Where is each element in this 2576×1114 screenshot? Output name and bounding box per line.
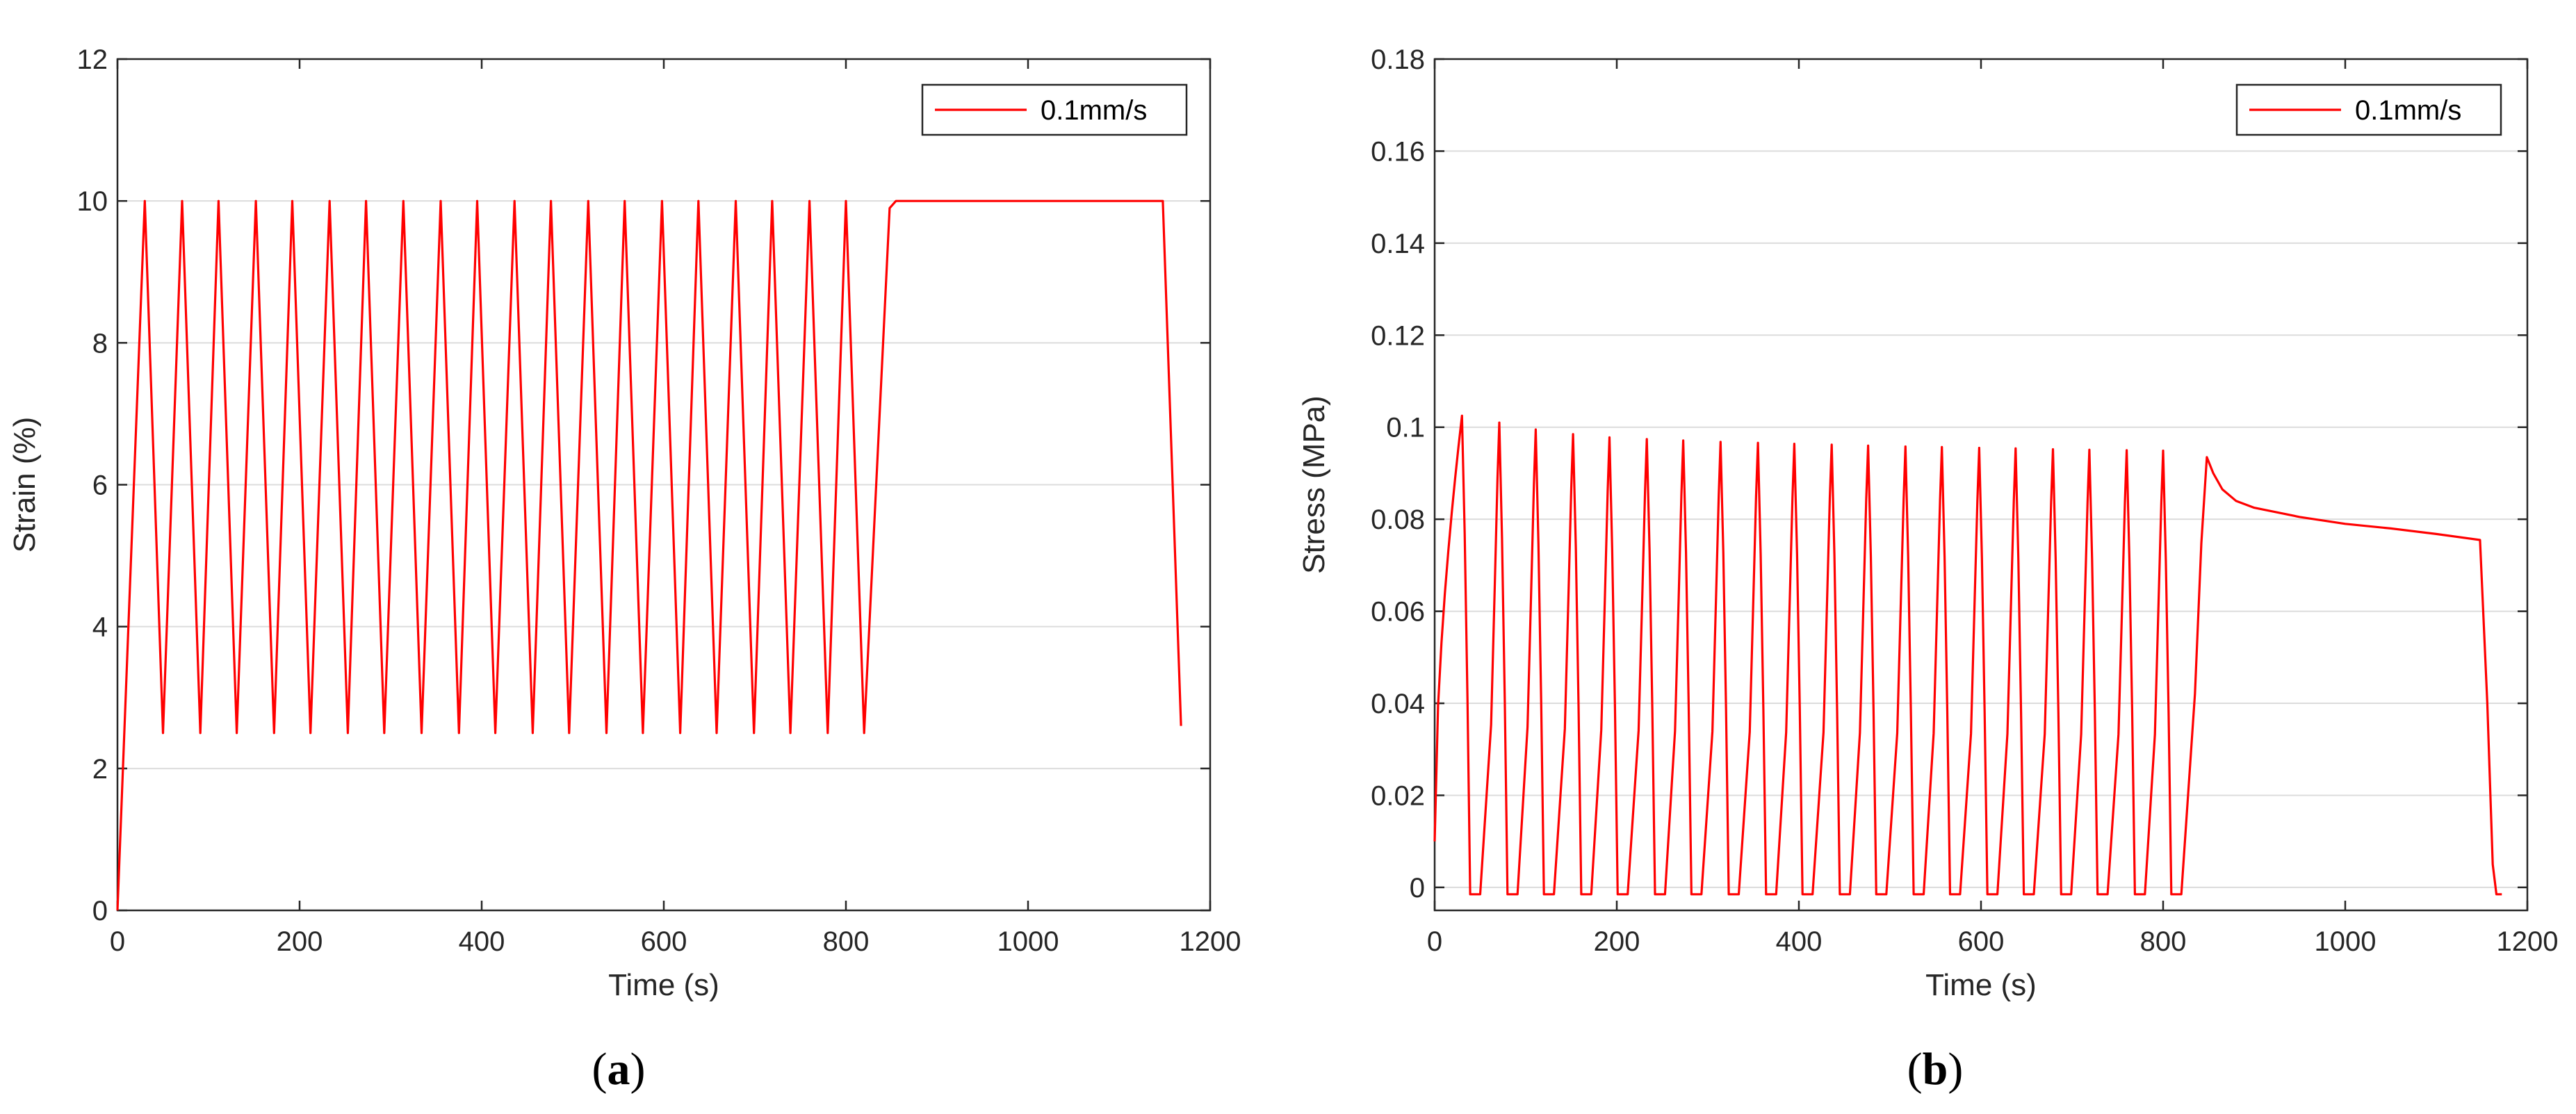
y-axis-label: Strain (%) [8,417,42,553]
x-tick-label: 800 [2140,926,2187,957]
y-tick-label: 0.12 [1371,320,1425,351]
series-line [116,199,1182,911]
y-tick-label: 0.16 [1371,136,1425,167]
y-tick-label: 0 [92,896,108,926]
x-tick-label: 0 [110,926,125,957]
x-tick-label: 1200 [1180,926,1241,957]
y-tick-label: 0.18 [1371,44,1425,75]
y-axis-label: Stress (MPa) [1297,395,1331,574]
chart-strain: 0 2 4 6 8 10 12 0 200 400 600 800 1000 1200 Time (s) St… [8,44,1241,1095]
x-axis-label: Time (s) [1925,968,2037,1002]
y-tick-label: 4 [92,612,108,643]
series-line [1433,414,2502,896]
x-tick-label: 200 [277,926,323,957]
y-tick-label: 0 [1410,873,1425,903]
x-tick-label: 1000 [2315,926,2377,957]
x-tick-label: 400 [1776,926,1823,957]
x-axis-label: Time (s) [608,968,719,1002]
y-tick-label: 0.02 [1371,780,1425,811]
x-tick-label: 1200 [2497,926,2559,957]
y-tick-label: 8 [92,328,108,359]
legend-label: 0.1mm/s [1041,95,1147,126]
x-tick-label: 1000 [997,926,1059,957]
y-tick-label: 2 [92,754,108,785]
y-tick-label: 0.08 [1371,505,1425,535]
x-tick-label: 400 [459,926,505,957]
y-tick-label: 0.1 [1386,413,1425,443]
y-tick-label: 12 [77,44,108,75]
panel-label: (a) [592,1044,646,1095]
chart-stress: 0 0.02 0.04 0.06 0.08 0.1 0.12 0.14 0.16 0.18 0 200… [1297,44,2558,1095]
y-tick-label: 0.04 [1371,689,1425,719]
x-tick-label: 0 [1427,926,1442,957]
x-tick-label: 600 [1958,926,2005,957]
y-tick-label: 6 [92,470,108,501]
y-tick-label: 10 [77,186,108,217]
y-tick-label: 0.06 [1371,597,1425,628]
panel-label: (b) [1907,1044,1964,1095]
y-tick-label: 0.14 [1371,229,1425,259]
legend-label: 0.1mm/s [2355,95,2461,126]
x-tick-label: 600 [641,926,687,957]
x-tick-label: 200 [1594,926,1640,957]
x-tick-label: 800 [823,926,870,957]
legend-box [2235,83,2502,136]
